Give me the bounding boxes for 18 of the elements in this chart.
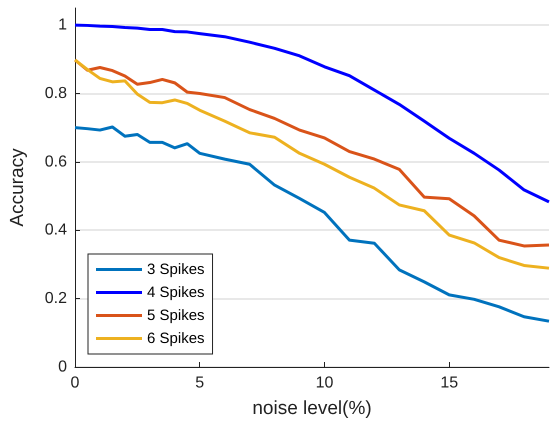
y-tick-label: 0 bbox=[58, 358, 68, 376]
x-tick-label: 5 bbox=[195, 374, 204, 392]
line-series bbox=[74, 24, 550, 204]
x-tick-label: 15 bbox=[440, 374, 458, 392]
y-tick-label: 0.8 bbox=[44, 84, 68, 102]
y-tick-label: 1 bbox=[58, 16, 68, 34]
x-tick-label: 10 bbox=[316, 374, 334, 392]
y-tick-label: 0.4 bbox=[44, 222, 68, 239]
legend-label: 3 Spikes bbox=[147, 261, 205, 278]
y-axis-title: Accuracy bbox=[7, 148, 28, 227]
legend-label: 6 Spikes bbox=[147, 330, 205, 347]
legend-label: 5 Spikes bbox=[147, 307, 205, 324]
y-tick-label: 0.6 bbox=[44, 153, 68, 170]
line-series bbox=[74, 125, 550, 323]
y-tick-label: 0.2 bbox=[44, 290, 68, 308]
legend-label: 4 Spikes bbox=[147, 284, 205, 301]
x-tick-label: 0 bbox=[70, 374, 80, 392]
x-axis-title: noise level(%) bbox=[252, 398, 372, 419]
